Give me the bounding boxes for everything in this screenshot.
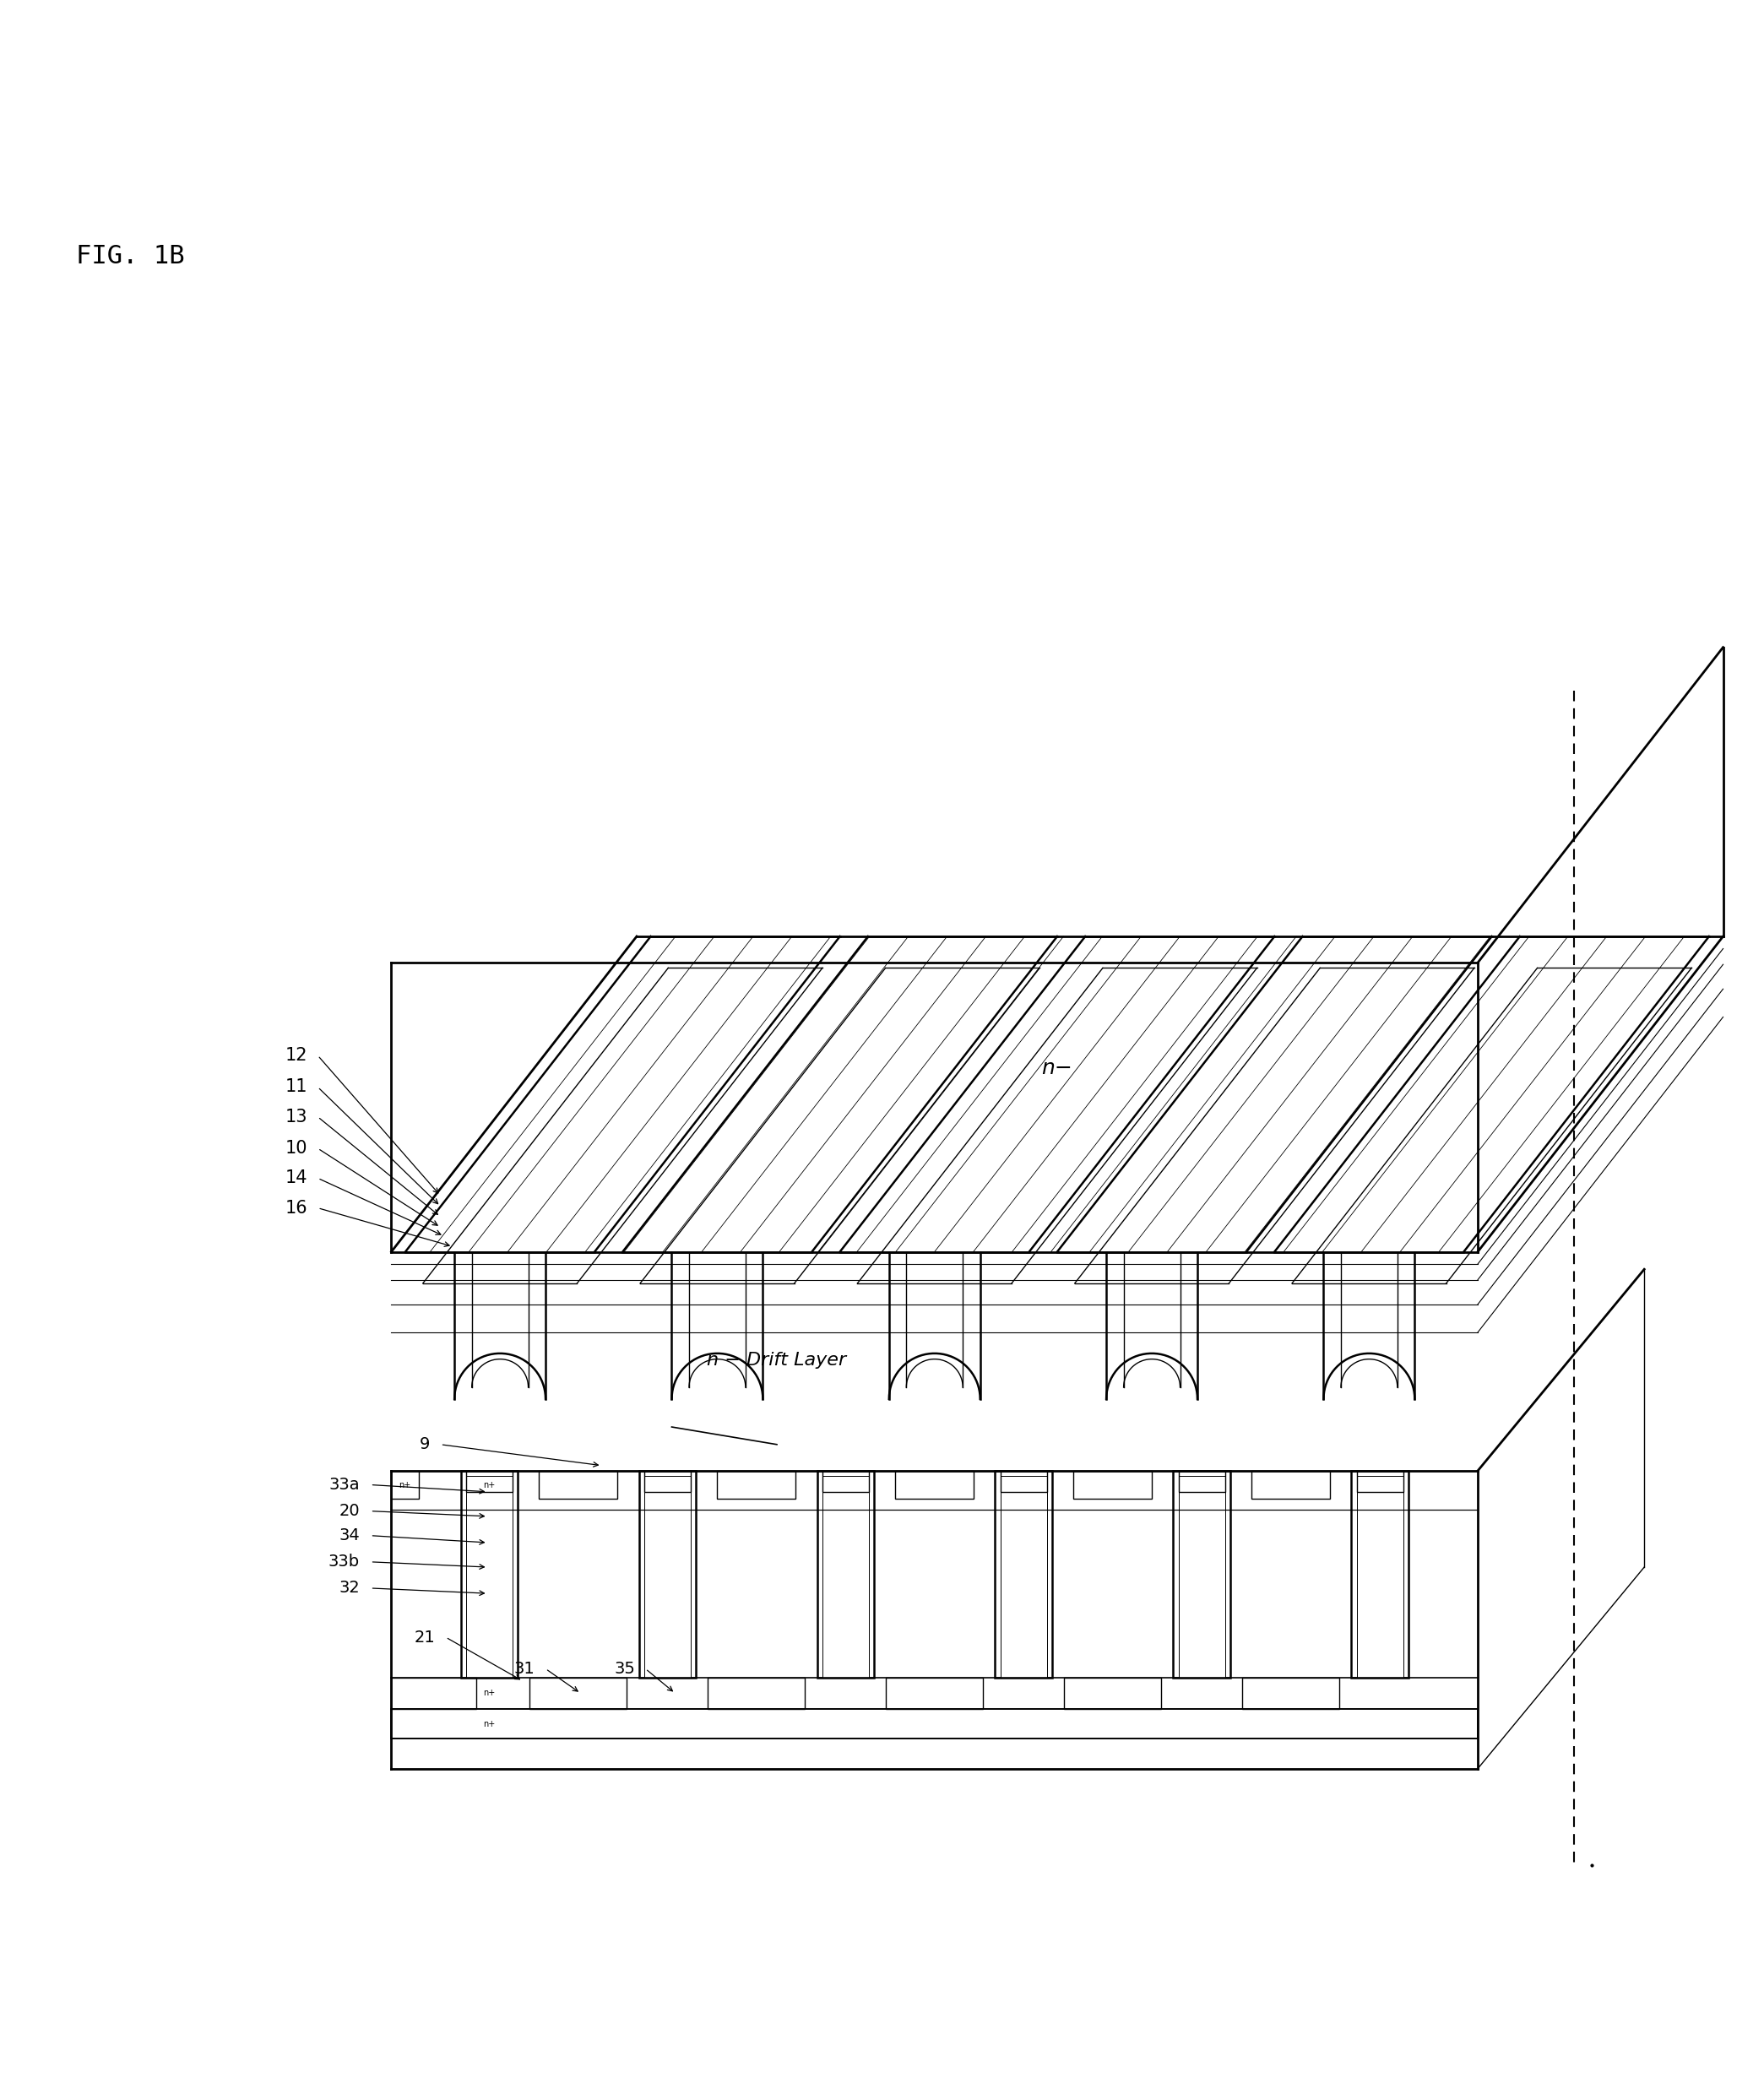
- Bar: [1000, 1471, 1046, 1491]
- Bar: [1357, 1477, 1402, 1677]
- Bar: [540, 1471, 617, 1500]
- Text: 21: 21: [415, 1629, 436, 1646]
- Text: 13: 13: [284, 1108, 307, 1125]
- Bar: [639, 1471, 695, 1677]
- Bar: [1351, 1471, 1408, 1677]
- Text: 16: 16: [284, 1200, 307, 1216]
- Text: 35: 35: [614, 1660, 635, 1677]
- Text: 32: 32: [339, 1581, 360, 1596]
- Bar: [822, 1477, 868, 1677]
- Bar: [822, 1471, 868, 1491]
- Bar: [392, 1708, 1478, 1739]
- Bar: [886, 1677, 983, 1708]
- Bar: [1064, 1677, 1161, 1708]
- Bar: [644, 1471, 690, 1491]
- Bar: [1178, 1477, 1224, 1677]
- Bar: [1357, 1471, 1402, 1491]
- Bar: [1251, 1471, 1330, 1500]
- Bar: [894, 1471, 974, 1500]
- Bar: [1000, 1477, 1046, 1677]
- Bar: [392, 1471, 418, 1500]
- Text: n − Drift Layer: n − Drift Layer: [707, 1352, 847, 1369]
- Text: 10: 10: [284, 1139, 307, 1156]
- Bar: [1178, 1471, 1224, 1491]
- Text: 11: 11: [284, 1079, 307, 1096]
- Text: n+: n+: [483, 1689, 496, 1698]
- Bar: [716, 1471, 796, 1500]
- Bar: [392, 1677, 476, 1708]
- Text: FIG. 1B: FIG. 1B: [76, 244, 185, 269]
- Text: n−: n−: [1043, 1058, 1073, 1077]
- Bar: [1073, 1471, 1152, 1500]
- Text: 33b: 33b: [328, 1554, 360, 1571]
- Text: 9: 9: [420, 1437, 430, 1452]
- Text: 31: 31: [513, 1660, 534, 1677]
- Text: 34: 34: [339, 1527, 360, 1544]
- Bar: [644, 1477, 690, 1677]
- Bar: [460, 1471, 517, 1677]
- Bar: [466, 1471, 513, 1491]
- Bar: [707, 1677, 804, 1708]
- Text: 14: 14: [284, 1171, 307, 1187]
- Text: n+: n+: [483, 1721, 496, 1729]
- Bar: [529, 1677, 626, 1708]
- Text: 20: 20: [339, 1504, 360, 1519]
- Bar: [1173, 1471, 1230, 1677]
- Text: n+: n+: [399, 1481, 411, 1489]
- Text: 33a: 33a: [328, 1477, 360, 1494]
- Bar: [1242, 1677, 1339, 1708]
- Bar: [995, 1471, 1051, 1677]
- Text: 12: 12: [284, 1048, 307, 1064]
- Bar: [817, 1471, 873, 1677]
- Bar: [466, 1477, 513, 1677]
- Text: n+: n+: [483, 1481, 496, 1489]
